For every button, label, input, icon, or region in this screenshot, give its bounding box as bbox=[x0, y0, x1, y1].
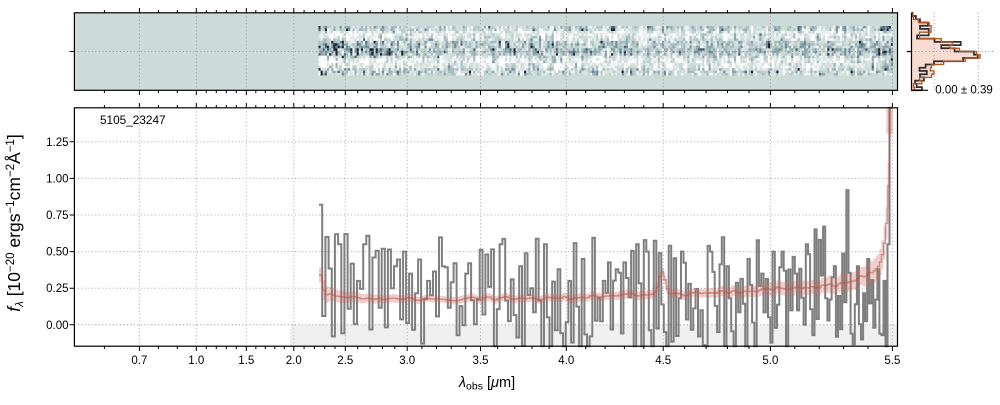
svg-text:1.00: 1.00 bbox=[46, 173, 68, 185]
svg-text:fλ [10−20 ergs−1cm−2Å−1]: fλ [10−20 ergs−1cm−2Å−1] bbox=[4, 134, 26, 311]
svg-text:3.5: 3.5 bbox=[473, 355, 489, 367]
svg-text:2.0: 2.0 bbox=[286, 355, 302, 367]
svg-text:3.0: 3.0 bbox=[399, 355, 415, 367]
svg-text:0.00 ± 0.39: 0.00 ± 0.39 bbox=[935, 85, 992, 97]
svg-text:5105_23247: 5105_23247 bbox=[100, 113, 166, 127]
svg-text:0.7: 0.7 bbox=[131, 355, 147, 367]
svg-text:4.0: 4.0 bbox=[558, 355, 574, 367]
svg-text:5.5: 5.5 bbox=[884, 355, 900, 367]
svg-text:0.50: 0.50 bbox=[46, 247, 68, 259]
svg-text:0.25: 0.25 bbox=[46, 283, 68, 295]
svg-text:1.5: 1.5 bbox=[238, 355, 254, 367]
svg-text:4.5: 4.5 bbox=[655, 355, 671, 367]
svg-text:1.25: 1.25 bbox=[46, 137, 68, 149]
svg-text:0.00: 0.00 bbox=[46, 320, 68, 332]
svg-text:1.0: 1.0 bbox=[188, 355, 204, 367]
svg-text:λobs [μm]: λobs [μm] bbox=[458, 375, 515, 393]
svg-text:2.5: 2.5 bbox=[337, 355, 353, 367]
svg-text:0.75: 0.75 bbox=[46, 210, 68, 222]
svg-text:5.0: 5.0 bbox=[762, 355, 778, 367]
